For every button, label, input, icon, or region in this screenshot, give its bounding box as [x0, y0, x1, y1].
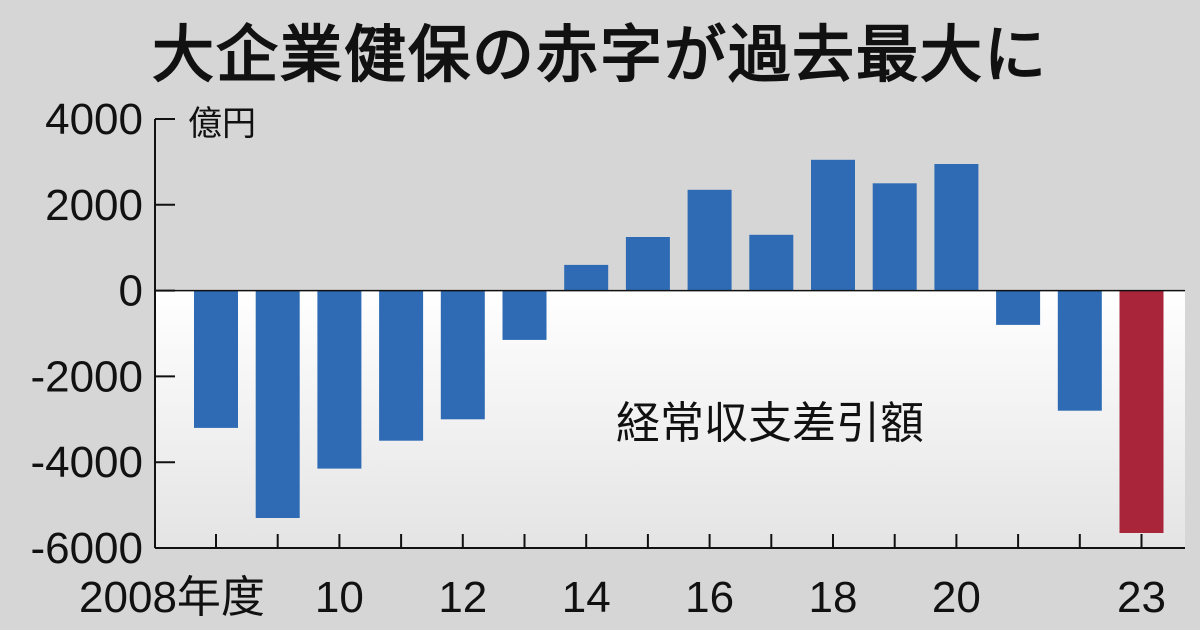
- bar-2022: [1057, 290, 1102, 411]
- bar-2008: [194, 290, 238, 428]
- x-tick-label: 2008年度: [79, 573, 265, 622]
- bar-2011: [379, 290, 424, 441]
- bar-2023: [1119, 290, 1164, 533]
- x-tick-label: 16: [685, 573, 734, 622]
- bar-2017: [749, 234, 794, 291]
- bar-2012: [440, 290, 485, 420]
- chart-title: 大企業健保の赤字が過去最大に: [151, 18, 1048, 91]
- bar-2020: [934, 164, 979, 291]
- series-annotation: 経常収支差引額: [616, 398, 924, 449]
- bar-2015: [625, 237, 670, 291]
- y-tick-label: -2000: [30, 352, 143, 401]
- x-tick-label: 20: [932, 573, 981, 622]
- bar-2021: [996, 290, 1041, 325]
- y-tick-label: 0: [119, 267, 143, 316]
- y-tick-label: -6000: [30, 524, 143, 573]
- bar-2019: [872, 183, 917, 291]
- bar-2018: [811, 159, 855, 291]
- y-tick-label: 2000: [45, 181, 143, 230]
- bar-2014: [564, 264, 609, 291]
- bar-2009: [255, 290, 300, 518]
- bar-2016: [687, 189, 732, 291]
- x-tick-label: 14: [562, 573, 611, 622]
- bar-2013: [502, 290, 547, 340]
- x-tick-label: 10: [315, 573, 364, 622]
- x-tick-label: 23: [1117, 573, 1166, 622]
- bar-2010: [317, 290, 362, 469]
- y-tick-label: -4000: [30, 438, 143, 487]
- unit-label: 億円: [188, 104, 256, 144]
- x-tick-label: 18: [809, 573, 858, 622]
- x-tick-label: 12: [438, 573, 487, 622]
- y-tick-label: 4000: [45, 95, 143, 144]
